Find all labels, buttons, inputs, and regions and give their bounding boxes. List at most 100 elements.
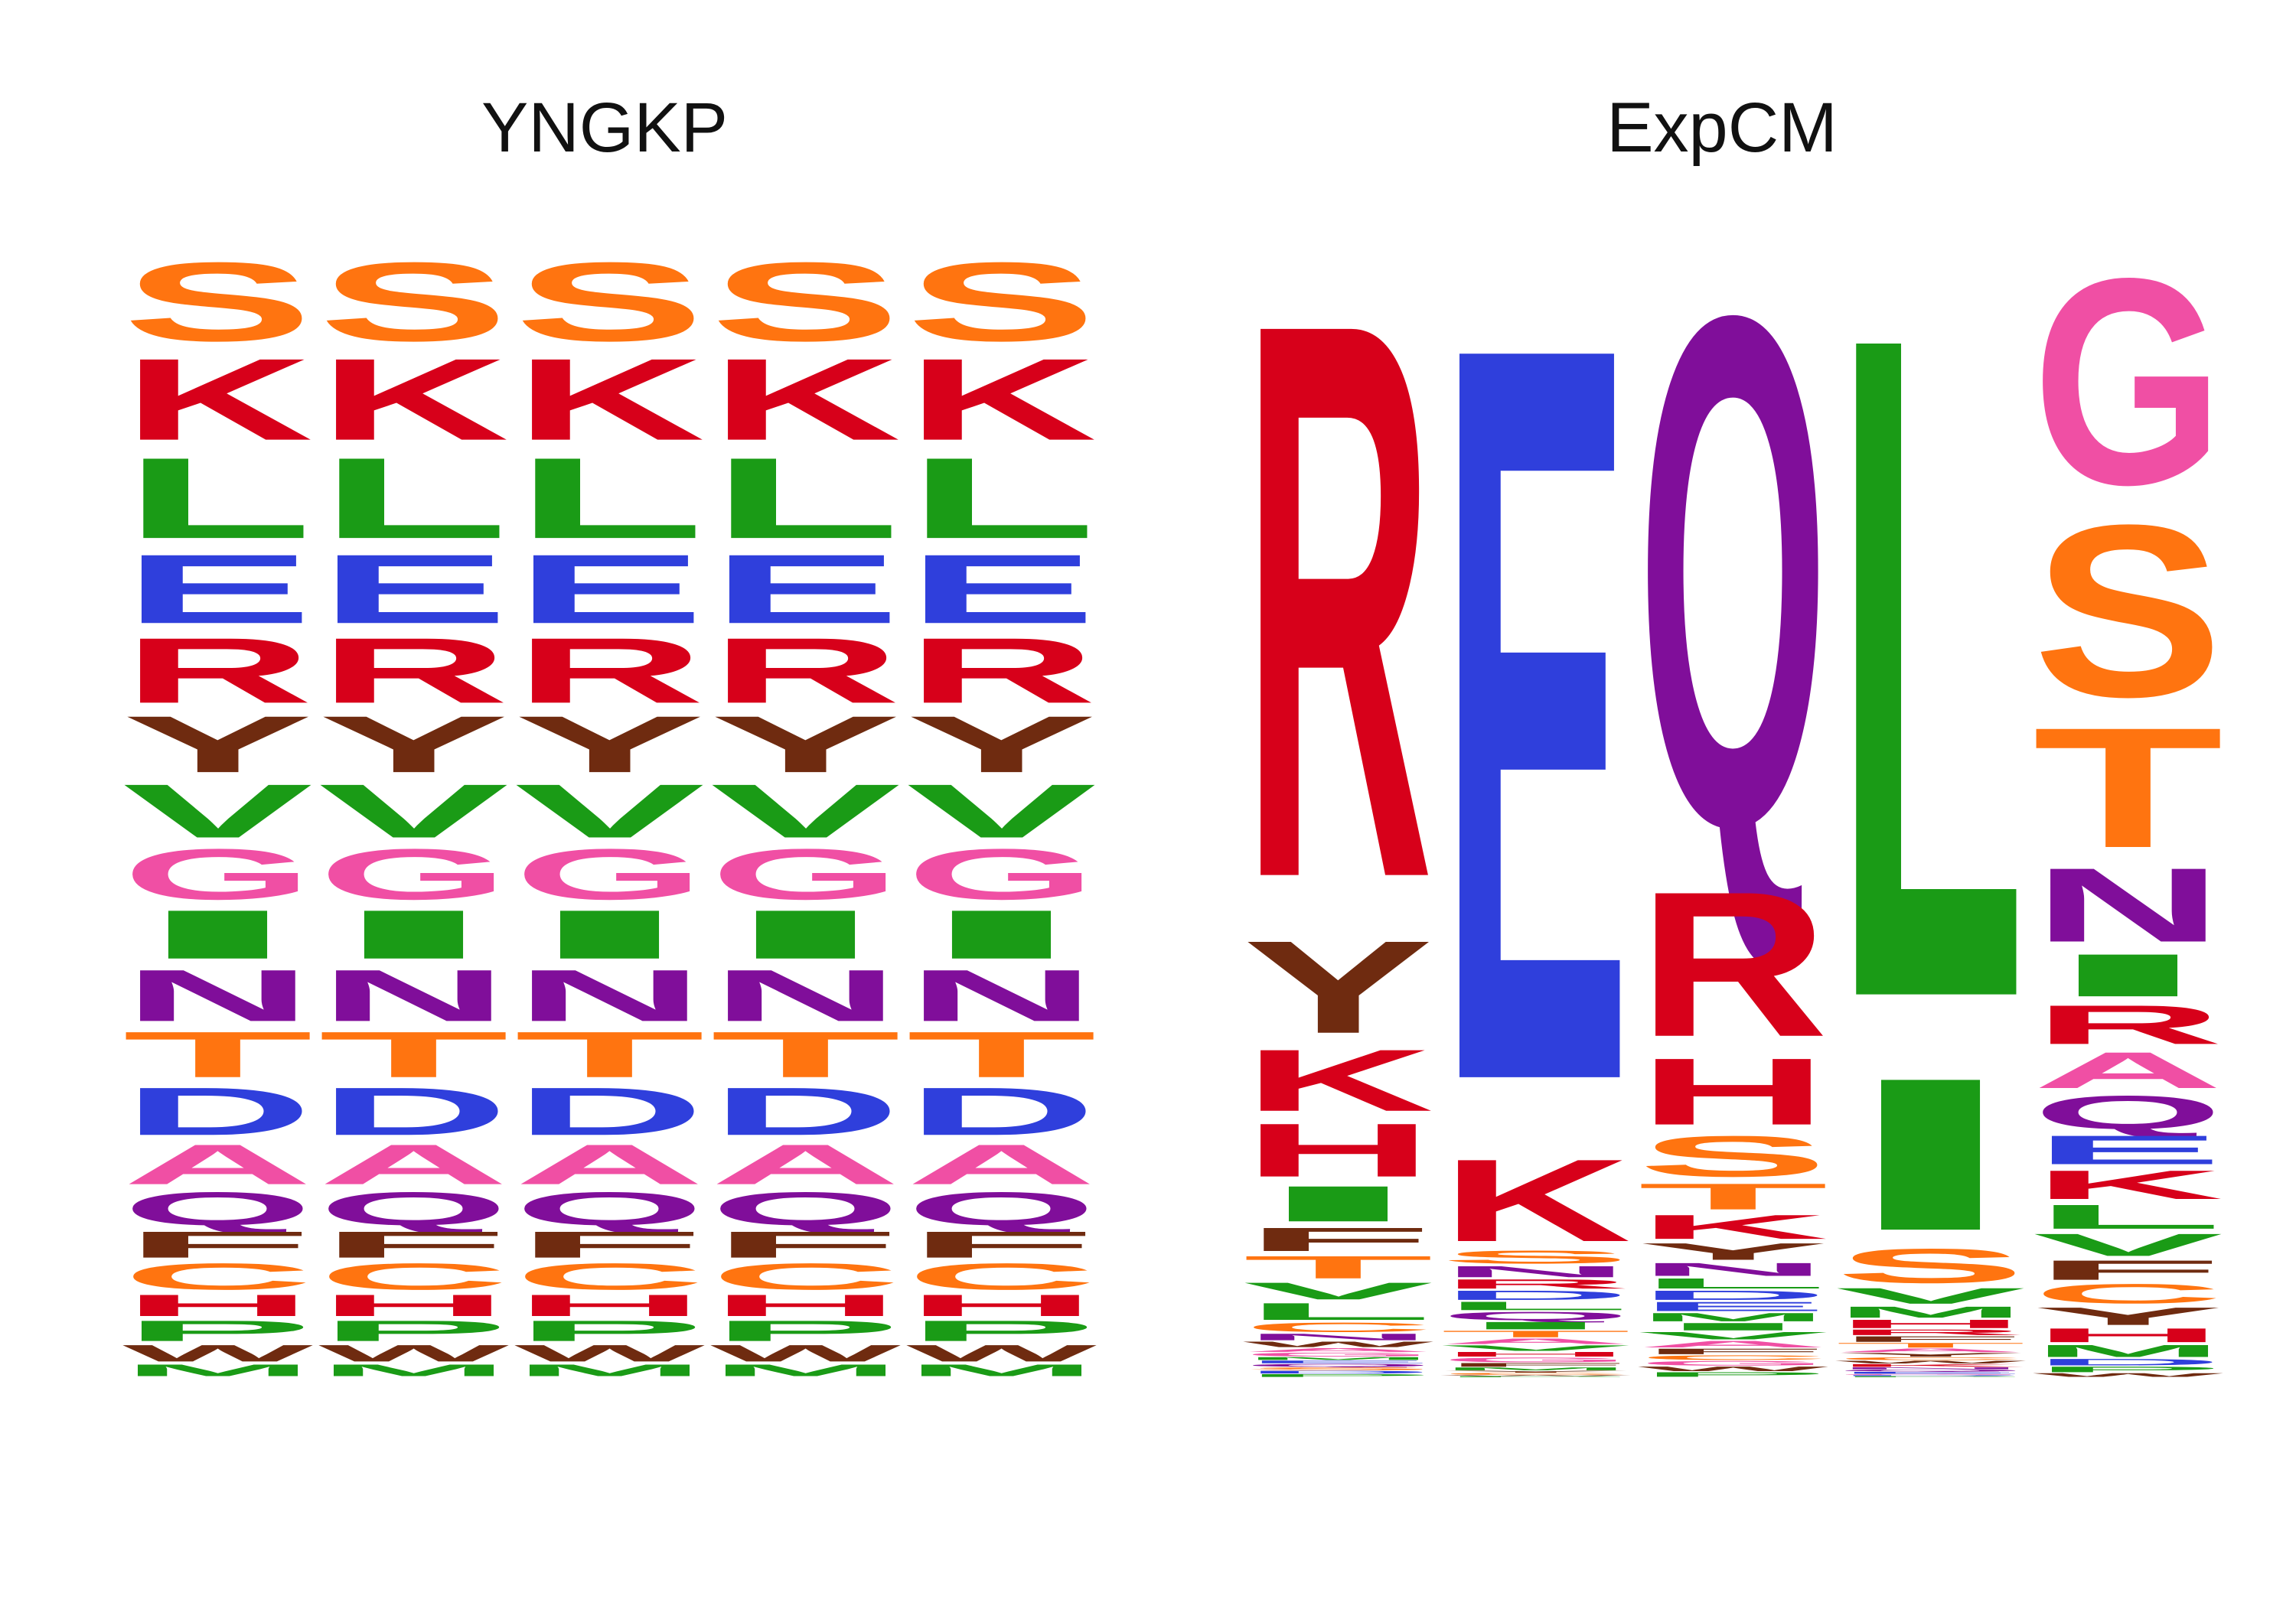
yngkp-site-4-letter-M: M	[710, 1361, 901, 1380]
expcm-site-4-letter-H: H	[1835, 1318, 2026, 1331]
yngkp-site-1-letter-G: G	[122, 834, 313, 915]
expcm-site-1-letter-K: K	[1243, 1031, 1433, 1130]
yngkp-site-1-letter-M: M	[122, 1361, 313, 1380]
expcm-site-1-letter-T: T	[1243, 1249, 1433, 1285]
yngkp-site-4-letter-A: A	[710, 1132, 901, 1196]
expcm-site-3-letter-M: M	[1638, 1311, 1828, 1324]
yngkp-site-5-letter-W: W	[906, 1340, 1097, 1366]
yngkp-site-3-letter-G: G	[514, 834, 705, 915]
yngkp-site-2-letter-E: E	[318, 534, 509, 644]
expcm-logo: RYKHIFTVLCNWAGMEQSDPEKSNRDLQITAVHGFMYCWP…	[1243, 126, 2225, 1379]
expcm-site-1-letter-F: F	[1243, 1221, 1433, 1259]
expcm-site-4-letter-I: I	[1835, 1032, 2026, 1275]
yngkp-site-4-letter-C: C	[710, 1256, 901, 1298]
expcm-site-2-letter-V: V	[1440, 1344, 1632, 1353]
yngkp-site-5-letter-D: D	[906, 1073, 1097, 1149]
expcm-site-4-letter-D: D	[1836, 1375, 2025, 1376]
expcm-site-1-letter-I: I	[1243, 1175, 1433, 1232]
expcm-site-4-letter-C: C	[1835, 1357, 2026, 1361]
expcm-site-3-letter-W: W	[1638, 1365, 1828, 1373]
expcm-site-3-letter-T: T	[1638, 1176, 1828, 1217]
yngkp-site-3-letter-F: F	[514, 1223, 705, 1266]
expcm-site-4-letter-G: G	[1836, 1373, 2026, 1375]
yngkp-site-3-letter-S: S	[514, 239, 705, 365]
expcm-site-3-letter-D: D	[1638, 1288, 1828, 1302]
expcm-site-2-letter-Q: Q	[1440, 1309, 1631, 1322]
yngkp-site-4-letter-W: W	[710, 1340, 902, 1366]
expcm-site-2-letter-I: I	[1440, 1320, 1630, 1331]
expcm-site-1-letter-R: R	[1243, 156, 1433, 1044]
yngkp-site-1-letter-N: N	[122, 954, 313, 1036]
yngkp-site-3-letter-R: R	[514, 618, 705, 722]
expcm-site-5-letter-A: A	[2033, 1041, 2223, 1099]
yngkp-site-3-letter-L: L	[514, 434, 705, 562]
expcm-site-1-letter-Y: Y	[1243, 914, 1433, 1061]
yngkp-site-1-letter-P: P	[122, 1314, 313, 1347]
expcm-site-4-letter-V: V	[1835, 1283, 2027, 1308]
expcm-site-4-letter-Q: Q	[1835, 1369, 2026, 1372]
yngkp-site-3-letter-H: H	[514, 1288, 705, 1323]
yngkp-site-3-letter-W: W	[514, 1340, 706, 1366]
yngkp-site-3-letter-I: I	[514, 896, 705, 973]
yngkp-site-4-letter-V: V	[710, 768, 902, 853]
yngkp-site-5-letter-C: C	[906, 1256, 1097, 1298]
yngkp-site-1-letter-W: W	[122, 1340, 314, 1366]
yngkp-site-5-letter-S: S	[906, 239, 1097, 365]
yngkp-site-2-letter-K: K	[318, 334, 509, 464]
expcm-site-2-letter-R: R	[1440, 1277, 1631, 1292]
yngkp-site-5-letter-N: N	[906, 954, 1097, 1036]
yngkp-site-4-letter-F: F	[710, 1223, 901, 1266]
expcm-site-3-letter-P: P	[1638, 1371, 1828, 1379]
expcm-site-2-letter-N: N	[1440, 1262, 1631, 1280]
expcm-site-1-letter-D: D	[1243, 1370, 1433, 1374]
yngkp-site-5-letter-L: L	[906, 434, 1097, 562]
expcm-site-4-letter-L: L	[1835, 139, 2026, 1196]
yngkp-site-1-letter-D: D	[122, 1073, 313, 1149]
yngkp-site-3-letter-Y: Y	[514, 699, 705, 789]
expcm-site-4-letter-S: S	[1835, 1239, 2026, 1293]
yngkp-site-3-letter-C: C	[514, 1256, 705, 1298]
yngkp-site-3-letter-Q: Q	[514, 1182, 705, 1235]
expcm-site-3-letter-Q: Q	[1638, 165, 1828, 979]
yngkp-site-2-letter-R: R	[318, 618, 509, 722]
yngkp-site-5-letter-G: G	[906, 834, 1097, 915]
expcm-site-5-letter-Y: Y	[2033, 1302, 2223, 1331]
yngkp-logo: SKLERYVGINTDAQFCHPWMSKLERYVGINTDAQFCHPWM…	[122, 239, 1098, 1380]
yngkp-site-5-letter-I: I	[906, 896, 1097, 973]
yngkp-site-1-letter-Q: Q	[122, 1182, 313, 1235]
yngkp-site-3-letter-N: N	[514, 954, 705, 1036]
yngkp-site-2-letter-T: T	[318, 1018, 509, 1091]
yngkp-site-2-letter-L: L	[318, 434, 509, 562]
expcm-site-2-letter-A: A	[1440, 1337, 1631, 1346]
yngkp-site-4-letter-Q: Q	[710, 1182, 901, 1235]
expcm-site-5-letter-L: L	[2033, 1197, 2223, 1236]
yngkp-site-3-letter-V: V	[514, 768, 706, 853]
expcm-site-4-letter-N: N	[1835, 1367, 2027, 1370]
expcm-site-4-letter-P: P	[1836, 1376, 2025, 1377]
expcm-site-4-letter-A: A	[1835, 1347, 2026, 1354]
yngkp-site-4-letter-S: S	[710, 239, 901, 365]
expcm-site-5-letter-K: K	[2033, 1162, 2223, 1208]
expcm-site-1-letter-Q: Q	[1243, 1363, 1433, 1368]
yngkp-site-5-letter-R: R	[906, 618, 1097, 722]
expcm-site-5-letter-I: I	[2033, 941, 2223, 1009]
expcm-site-5-letter-M: M	[2033, 1341, 2223, 1360]
yngkp-site-2-letter-Q: Q	[318, 1182, 509, 1235]
expcm-site-4-letter-Y: Y	[1835, 1352, 2026, 1358]
expcm-site-4-letter-M: M	[1835, 1303, 2026, 1321]
expcm-site-3-letter-C: C	[1638, 1354, 1828, 1362]
yngkp-site-4-letter-T: T	[710, 1018, 901, 1091]
expcm-site-5-letter-G: G	[2033, 217, 2223, 546]
expcm-site-3-letter-Y: Y	[1638, 1238, 1828, 1265]
yngkp-site-3-letter-M: M	[514, 1361, 705, 1380]
expcm-site-5-letter-C: C	[2033, 1279, 2223, 1309]
expcm-site-3-letter-E: E	[1638, 1299, 1828, 1314]
expcm-site-3-letter-V: V	[1638, 1330, 1830, 1341]
expcm-site-4-letter-E: E	[1835, 1371, 2026, 1374]
yngkp-site-5-letter-K: K	[906, 334, 1097, 464]
yngkp-panel-title: YNGKP	[481, 89, 728, 167]
expcm-site-5-letter-Q: Q	[2033, 1086, 2223, 1139]
expcm-site-1-letter-H: H	[1243, 1107, 1433, 1192]
yngkp-site-4-letter-D: D	[710, 1073, 901, 1149]
